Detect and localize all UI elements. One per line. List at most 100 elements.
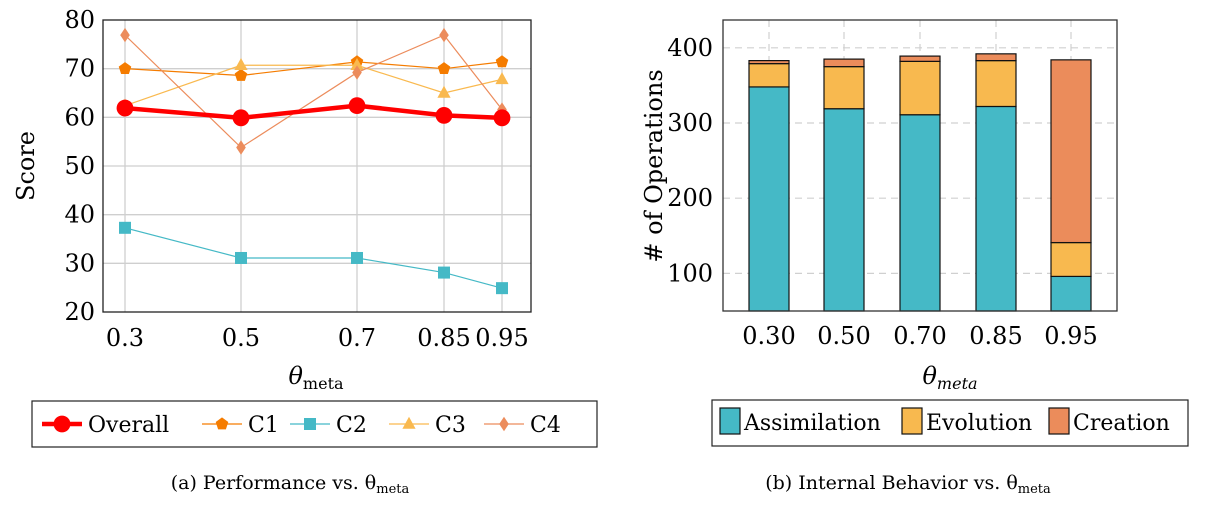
legend-swatch	[1048, 407, 1070, 435]
data-point	[437, 62, 451, 75]
data-point	[351, 251, 363, 264]
data-point	[120, 27, 130, 43]
data-point	[348, 97, 366, 115]
series-c3	[118, 58, 509, 111]
data-point	[235, 251, 247, 264]
x-tick-label: 0.95	[1044, 322, 1097, 350]
data-point	[493, 109, 511, 127]
series-c2	[119, 221, 508, 295]
y-tick-label: 40	[64, 201, 95, 229]
bar-creation	[748, 60, 790, 65]
caption-subscript: meta	[1018, 482, 1051, 497]
y-tick-label: 70	[64, 55, 95, 83]
bar-evolution	[1050, 241, 1092, 278]
bar-assimilation	[975, 105, 1017, 312]
x-tick-label: 0.85	[969, 322, 1022, 350]
bar-evolution	[899, 60, 941, 116]
plot-frame	[722, 19, 1118, 312]
legend-marker	[499, 416, 509, 432]
legend-label: Overall	[88, 413, 169, 438]
y-tick-label: 100	[667, 259, 713, 287]
legend-swatch	[719, 407, 741, 435]
line-chart-legend: Overall C1 C2 C3 C4	[31, 400, 598, 448]
data-point	[495, 72, 509, 85]
series-line	[124, 227, 503, 289]
bar-chart-legend: Assimilation Evolution Creation	[711, 399, 1189, 447]
bar-evolution	[748, 63, 790, 88]
line-chart-xlabel: θmeta	[288, 362, 344, 393]
y-tick-label: 200	[667, 184, 713, 212]
bar-assimilation	[748, 86, 790, 312]
bar-chart-ylabel: # of Operations	[640, 69, 668, 262]
legend-label: Creation	[1073, 411, 1170, 436]
bar-creation	[1050, 59, 1092, 244]
plot-frame	[102, 19, 532, 313]
data-point	[234, 58, 248, 71]
data-point	[435, 106, 453, 124]
x-tick-label: 0.5	[222, 324, 260, 352]
data-point	[116, 99, 134, 117]
bar-chart-xlabel: θmeta	[922, 362, 977, 393]
caption-subscript: meta	[376, 482, 409, 497]
xlabel-symbol: θ	[288, 362, 303, 390]
data-point	[495, 55, 509, 68]
bar-assimilation	[899, 114, 941, 312]
legend-frame	[711, 399, 1189, 447]
caption-a: (a) Performance vs. θmeta	[171, 472, 410, 497]
y-tick-label: 20	[64, 298, 95, 326]
legend-marker	[53, 415, 71, 433]
y-tick-label: 400	[667, 34, 713, 62]
data-point	[496, 282, 508, 295]
x-tick-label: 0.7	[338, 324, 376, 352]
y-tick-label: 60	[64, 103, 95, 131]
bar-creation	[975, 53, 1017, 62]
xlabel-subscript: meta	[937, 374, 978, 393]
caption-text: (a) Performance vs. θ	[171, 472, 377, 494]
x-tick-label: 0.3	[106, 324, 144, 352]
legend-label: C3	[435, 413, 466, 438]
y-tick-label: 30	[64, 249, 95, 277]
legend-marker	[304, 418, 316, 430]
y-tick-label: 50	[64, 152, 95, 180]
legend-marker	[402, 416, 416, 429]
legend-label: C2	[336, 413, 367, 438]
y-tick-label: 80	[64, 6, 95, 34]
caption-b: (b) Internal Behavior vs. θmeta	[765, 472, 1051, 497]
caption-text: (b) Internal Behavior vs. θ	[765, 472, 1018, 494]
legend-marker	[215, 417, 229, 430]
x-tick-label: 0.30	[742, 322, 795, 350]
data-point	[236, 140, 246, 155]
data-point	[232, 109, 250, 127]
data-point	[119, 221, 131, 234]
data-point	[350, 58, 364, 71]
legend-label: Evolution	[926, 411, 1032, 436]
data-point	[234, 68, 248, 81]
legend-label: C4	[530, 413, 561, 438]
performance-line-chart: 20 30 40 50 60 70 80 0.3 0.5 0.7 0.85 0.95	[64, 6, 532, 352]
bar-assimilation	[1050, 275, 1092, 312]
data-point	[438, 266, 450, 279]
data-point	[437, 85, 451, 98]
x-tick-label: 0.50	[817, 322, 870, 350]
x-tick-label: 0.95	[475, 324, 528, 352]
data-point	[118, 62, 132, 75]
operations-stacked-bar-chart: 100 200 300 400 0.30 0.50 0.70 0.85 0.95	[667, 19, 1118, 350]
legend-swatch	[901, 407, 923, 435]
line-chart-ylabel: Score	[12, 131, 40, 201]
y-tick-label: 300	[667, 109, 713, 137]
bar-evolution	[823, 66, 865, 110]
bar-creation	[899, 55, 941, 62]
xlabel-symbol: θ	[922, 362, 937, 390]
legend-label: C1	[248, 413, 279, 438]
legend-label: Assimilation	[743, 411, 881, 436]
bar-assimilation	[823, 108, 865, 312]
x-tick-label: 0.85	[417, 324, 470, 352]
bar-evolution	[975, 60, 1017, 108]
data-point	[352, 65, 362, 80]
x-tick-label: 0.70	[893, 322, 946, 350]
bar-creation	[823, 58, 865, 68]
xlabel-subscript: meta	[303, 374, 344, 393]
data-point	[439, 27, 449, 43]
series-overall	[116, 97, 511, 127]
